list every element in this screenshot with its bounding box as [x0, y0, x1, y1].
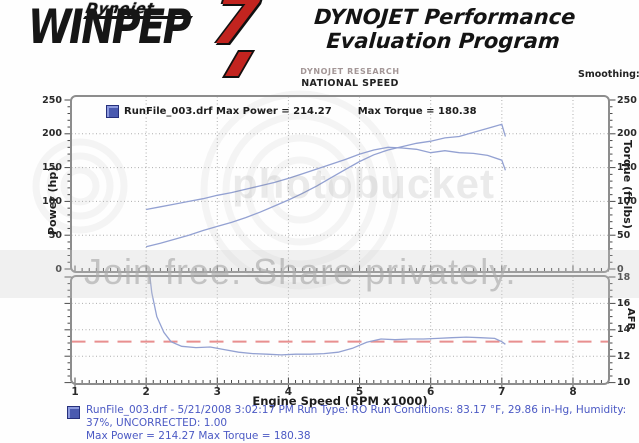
axis-tick-label: 3	[213, 386, 221, 398]
footer-run-swatch-icon	[67, 406, 80, 419]
shop-name-label: NATIONAL SPEED	[301, 78, 399, 89]
axis-tick-label: 8	[569, 386, 577, 398]
axis-tick-label: 2	[142, 386, 150, 398]
legend-max-torque: Max Torque = 180.38	[357, 106, 477, 117]
axis-tick-label: 0	[55, 263, 62, 275]
smoothing-label: Smoothing:	[578, 69, 639, 80]
photobucket-watermark: photobucket	[232, 160, 495, 207]
axis-tick-label: 100	[617, 195, 637, 207]
winpep-seven-logo: 7	[209, 0, 264, 59]
app-title-line2: Evaluation Program	[325, 29, 561, 53]
app-title-line1: DYNOJET Performance	[313, 5, 577, 29]
axis-tick-label: 1	[71, 386, 79, 398]
legend-max-power: RunFile_003.drf Max Power = 214.27	[124, 106, 332, 117]
axis-tick-label: 4	[284, 386, 293, 398]
power-torque-plot-frame	[70, 95, 610, 273]
rpm-axis-label: Engine Speed (RPM x1000)	[252, 394, 428, 408]
watermark-band	[0, 250, 639, 298]
axis-tick-label: 18	[617, 271, 631, 283]
run-info-line2: 37%, UNCORRECTED: 1.00	[86, 417, 228, 429]
torque-axis-label: Torque (ft-lbs)	[621, 140, 634, 229]
axis-tick-label: 250	[617, 94, 637, 106]
axis-tick-label: 7	[498, 386, 506, 398]
run-info-footer: RunFile_003.drf - 5/21/2008 3:02:17 PM R…	[86, 404, 639, 443]
axis-tick-label: 200	[42, 128, 62, 140]
axis-tick-label: 12	[617, 350, 631, 362]
axis-tick-label: 6	[427, 386, 435, 398]
axis-tick-label: 16	[617, 297, 631, 309]
dynojet-research-label: DYNOJET RESEARCH	[300, 67, 400, 76]
run-legend: RunFile_003.drf Max Power = 214.27 Max T…	[106, 105, 477, 118]
axis-tick-label: 150	[42, 162, 62, 174]
axis-tick-label: 100	[42, 195, 62, 207]
run-color-swatch-icon	[106, 105, 119, 118]
afr-plot-frame	[70, 275, 610, 385]
axis-tick-label: 150	[617, 162, 637, 174]
join-free-watermark: Join free. Share privately.	[84, 251, 517, 292]
axis-tick-label: 0	[617, 263, 624, 275]
run-info-line3: Max Power = 214.27 Max Torque = 180.38	[86, 430, 311, 442]
axis-tick-label: 50	[617, 229, 631, 241]
axis-tick-label: 50	[48, 229, 62, 241]
axis-tick-label: 250	[42, 94, 62, 106]
axis-tick-label: 5	[355, 386, 364, 398]
axis-tick-label: 10	[617, 377, 631, 389]
run-info-line1: RunFile_003.drf - 5/21/2008 3:02:17 PM R…	[86, 404, 627, 416]
winpep-logo: WINPEP	[28, 0, 192, 55]
axis-tick-label: 200	[617, 128, 637, 140]
axis-tick-label: 14	[617, 324, 631, 336]
app-title: DYNOJET Performance Evaluation Program	[294, 5, 593, 53]
